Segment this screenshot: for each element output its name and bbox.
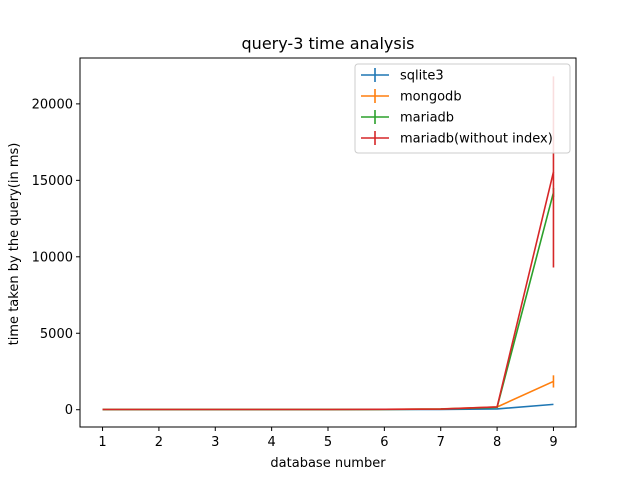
- x-axis-title: database number: [270, 456, 386, 471]
- y-tick-label: 15000: [32, 174, 73, 189]
- chart-title: query-3 time analysis: [242, 34, 415, 53]
- legend-entry-label: mariadb: [400, 111, 454, 126]
- y-axis-title: time taken by the query(in ms): [7, 143, 22, 346]
- x-tick-label: 3: [211, 435, 219, 450]
- legend: sqlite3 mongodb mariadb mariadb(without ind…: [354, 63, 571, 154]
- x-tick-label: 4: [267, 435, 275, 450]
- x-tick-label: 2: [155, 435, 163, 450]
- y-tick-label: 0: [65, 403, 73, 418]
- x-tick-label: 6: [380, 435, 388, 450]
- x-tick-label: 1: [98, 435, 106, 450]
- y-tick-label: 20000: [32, 97, 73, 112]
- legend-entry-label: mariadb(without index): [400, 132, 553, 147]
- x-tick-label: 9: [549, 435, 557, 450]
- plot-area: [102, 76, 555, 411]
- x-tick-label: 8: [493, 435, 501, 450]
- y-tick-label: 5000: [40, 327, 73, 342]
- legend-entry-label: mongodb: [400, 90, 462, 105]
- legend-box: [354, 63, 571, 154]
- x-tick-label: 7: [437, 435, 445, 450]
- legend-entry-label: sqlite3: [400, 69, 444, 84]
- y-tick-label: 10000: [32, 250, 73, 265]
- x-tick-label: 5: [324, 435, 332, 450]
